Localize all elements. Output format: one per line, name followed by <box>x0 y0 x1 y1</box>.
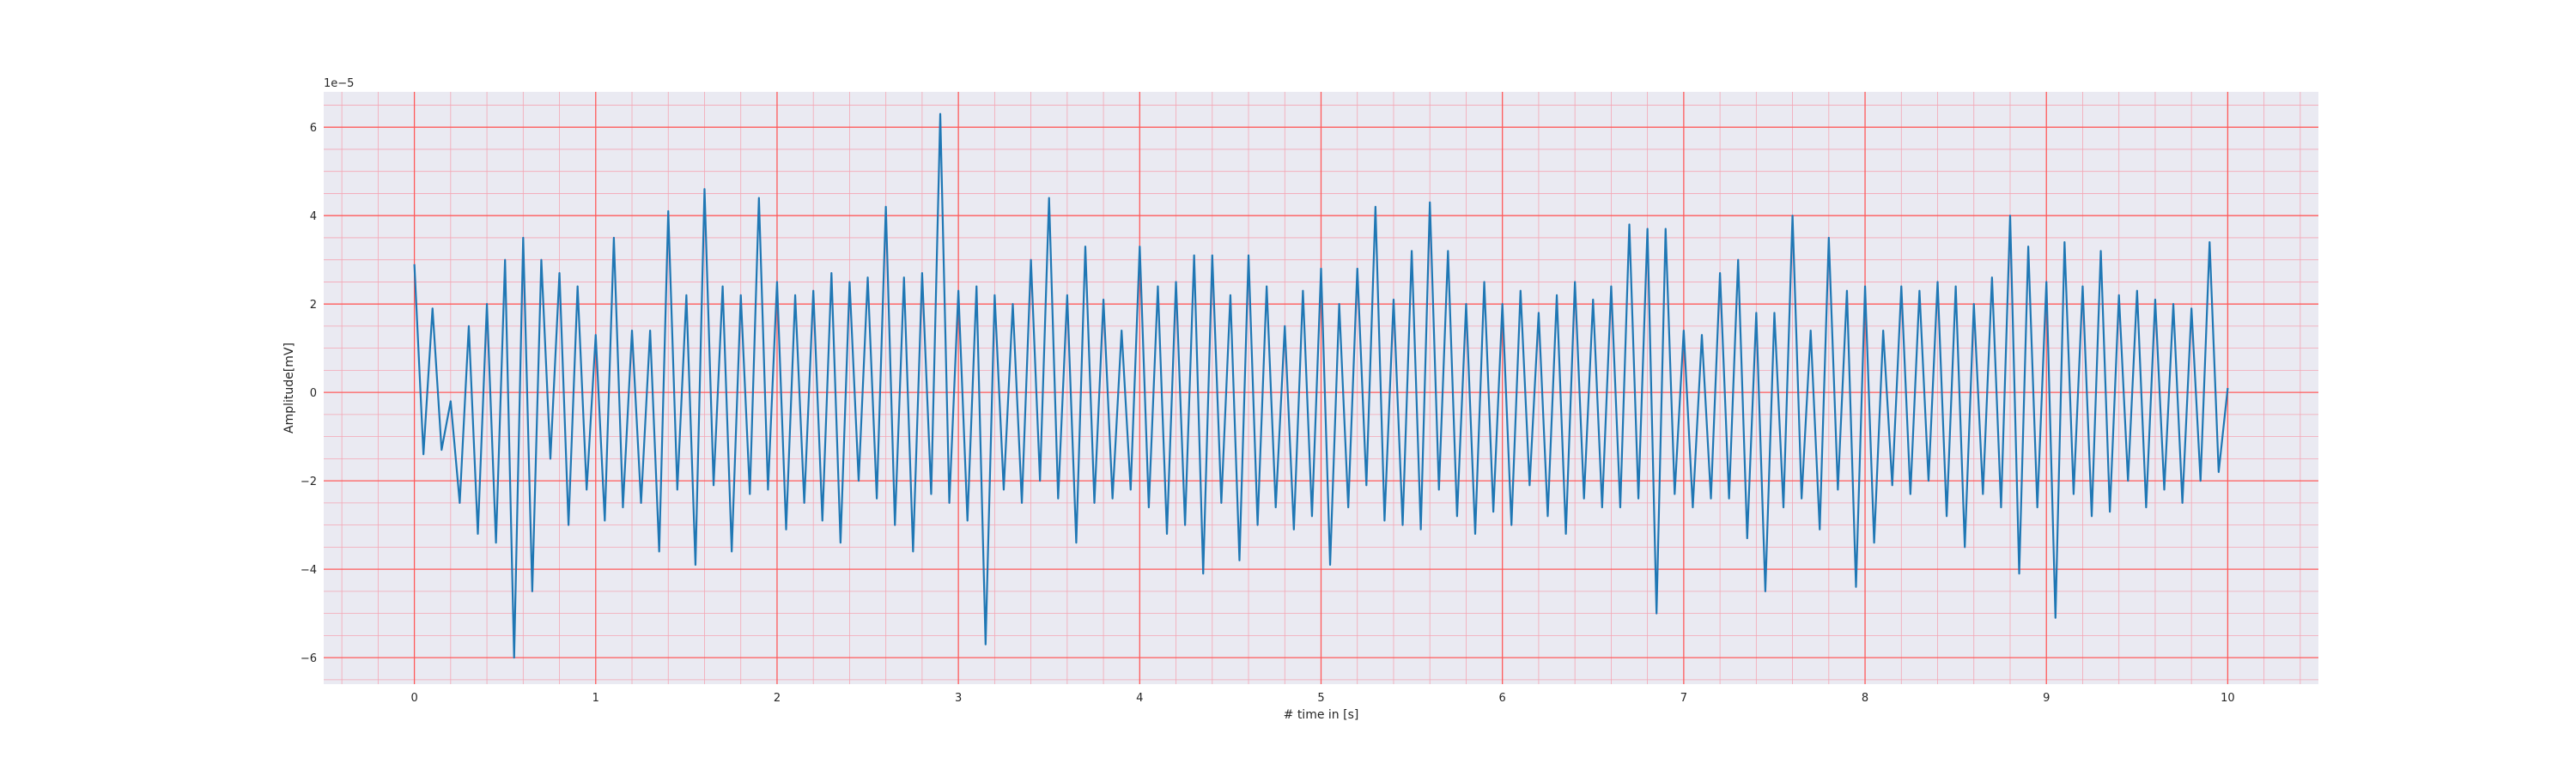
x-tick-label: 5 <box>1317 692 1324 705</box>
series-line <box>413 112 2229 659</box>
y-axis-offset-label: 1e−5 <box>324 77 354 90</box>
y-tick-label: 0 <box>310 387 317 400</box>
y-tick-label: 6 <box>310 122 317 135</box>
x-tick-label: 7 <box>1680 692 1687 705</box>
y-tick-label: 4 <box>310 210 317 223</box>
y-axis-label: Amplitude[mV] <box>283 343 296 433</box>
x-tick-label: 0 <box>410 692 417 705</box>
x-tick-label: 10 <box>2221 692 2235 705</box>
series-layer <box>413 112 2229 659</box>
x-tick-label: 3 <box>955 692 962 705</box>
x-tick-label: 6 <box>1499 692 1506 705</box>
x-tick-label: 2 <box>774 692 781 705</box>
y-tick-label: −6 <box>301 652 317 665</box>
y-axis-ticks: −6 −4 −2 0 2 4 6 <box>301 122 317 665</box>
major-grid <box>324 92 2318 684</box>
x-tick-label: 8 <box>1862 692 1868 705</box>
x-axis-label: # time in [s] <box>1284 708 1359 722</box>
y-tick-label: −2 <box>301 476 317 488</box>
x-tick-label: 9 <box>2043 692 2050 705</box>
y-tick-label: 2 <box>310 299 317 312</box>
x-axis-ticks: 0 1 2 3 4 5 6 7 8 9 10 <box>410 692 2234 705</box>
y-tick-label: −4 <box>301 564 317 577</box>
x-tick-label: 4 <box>1136 692 1143 705</box>
x-tick-label: 1 <box>592 692 599 705</box>
